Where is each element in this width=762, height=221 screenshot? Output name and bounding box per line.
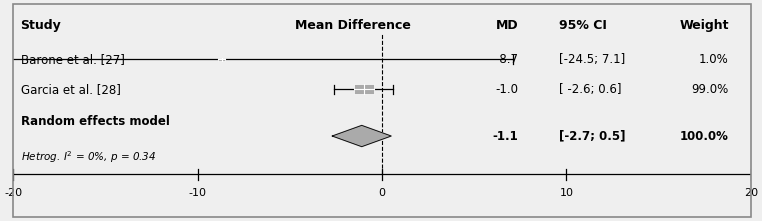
Bar: [218, 58, 225, 61]
Text: Study: Study: [21, 19, 62, 32]
Text: Weight: Weight: [679, 19, 728, 32]
Text: MD: MD: [496, 19, 518, 32]
Text: Random effects model: Random effects model: [21, 115, 169, 128]
Text: -20: -20: [4, 188, 22, 198]
Text: 1.0%: 1.0%: [699, 53, 728, 66]
Text: Barone et al. [27]: Barone et al. [27]: [21, 53, 124, 66]
Text: [-24.5; 7.1]: [-24.5; 7.1]: [559, 53, 626, 66]
Text: [ -2.6; 0.6]: [ -2.6; 0.6]: [559, 83, 622, 96]
Text: 10: 10: [559, 188, 573, 198]
Text: -10: -10: [189, 188, 207, 198]
Text: Hetrog. $I^2$ = 0%, $p$ = 0.34: Hetrog. $I^2$ = 0%, $p$ = 0.34: [21, 149, 156, 165]
Text: Mean Difference: Mean Difference: [295, 19, 411, 32]
Text: 100.0%: 100.0%: [680, 130, 728, 143]
Polygon shape: [332, 125, 391, 147]
Text: -1.0: -1.0: [495, 83, 518, 96]
Text: 95% CI: 95% CI: [559, 19, 607, 32]
Text: 0: 0: [379, 188, 386, 198]
Text: 99.0%: 99.0%: [691, 83, 728, 96]
Bar: [354, 84, 373, 94]
Bar: [13, 4, 751, 217]
Text: -8.7: -8.7: [495, 53, 518, 66]
Text: Garcia et al. [28]: Garcia et al. [28]: [21, 83, 120, 96]
Text: -1.1: -1.1: [493, 130, 518, 143]
Text: 20: 20: [744, 188, 758, 198]
Text: [-2.7; 0.5]: [-2.7; 0.5]: [559, 130, 626, 143]
